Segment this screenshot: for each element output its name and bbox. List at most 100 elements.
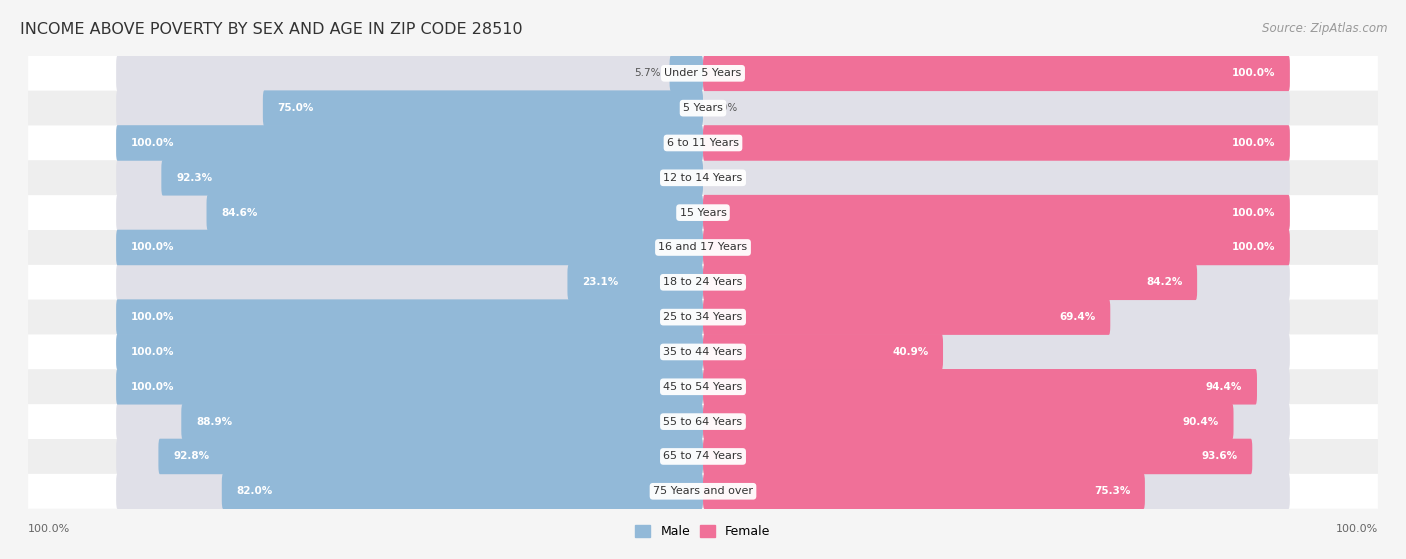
FancyBboxPatch shape [28, 126, 1378, 160]
Text: 55 to 64 Years: 55 to 64 Years [664, 416, 742, 427]
FancyBboxPatch shape [117, 230, 703, 265]
FancyBboxPatch shape [117, 369, 703, 405]
Text: 82.0%: 82.0% [236, 486, 273, 496]
Text: 69.4%: 69.4% [1059, 312, 1095, 322]
FancyBboxPatch shape [703, 404, 1289, 439]
FancyBboxPatch shape [28, 369, 1378, 404]
FancyBboxPatch shape [117, 195, 703, 230]
Text: 100.0%: 100.0% [28, 524, 70, 534]
FancyBboxPatch shape [117, 230, 703, 265]
FancyBboxPatch shape [117, 300, 703, 335]
Text: 0.0%: 0.0% [711, 103, 738, 113]
Text: 0.0%: 0.0% [711, 173, 738, 183]
FancyBboxPatch shape [703, 264, 1289, 300]
FancyBboxPatch shape [703, 125, 1289, 161]
Text: 15 Years: 15 Years [679, 207, 727, 217]
FancyBboxPatch shape [28, 439, 1378, 474]
Text: 18 to 24 Years: 18 to 24 Years [664, 277, 742, 287]
FancyBboxPatch shape [117, 473, 703, 509]
FancyBboxPatch shape [703, 300, 1111, 335]
Text: 100.0%: 100.0% [131, 312, 174, 322]
FancyBboxPatch shape [28, 160, 1378, 195]
FancyBboxPatch shape [703, 55, 1289, 91]
FancyBboxPatch shape [669, 55, 703, 91]
FancyBboxPatch shape [117, 369, 703, 405]
FancyBboxPatch shape [703, 404, 1233, 439]
FancyBboxPatch shape [117, 334, 703, 369]
Text: 88.9%: 88.9% [195, 416, 232, 427]
Text: 35 to 44 Years: 35 to 44 Years [664, 347, 742, 357]
Text: Source: ZipAtlas.com: Source: ZipAtlas.com [1263, 22, 1388, 35]
Text: 90.4%: 90.4% [1182, 416, 1219, 427]
FancyBboxPatch shape [703, 264, 1197, 300]
Text: 100.0%: 100.0% [131, 347, 174, 357]
FancyBboxPatch shape [162, 160, 703, 196]
Text: INCOME ABOVE POVERTY BY SEX AND AGE IN ZIP CODE 28510: INCOME ABOVE POVERTY BY SEX AND AGE IN Z… [20, 22, 522, 37]
Text: 100.0%: 100.0% [131, 243, 174, 253]
FancyBboxPatch shape [703, 230, 1289, 265]
FancyBboxPatch shape [28, 91, 1378, 126]
Text: 84.2%: 84.2% [1146, 277, 1182, 287]
FancyBboxPatch shape [117, 125, 703, 161]
FancyBboxPatch shape [703, 473, 1289, 509]
Text: 100.0%: 100.0% [1232, 68, 1275, 78]
Text: 45 to 54 Years: 45 to 54 Years [664, 382, 742, 392]
FancyBboxPatch shape [568, 264, 703, 300]
Text: 94.4%: 94.4% [1206, 382, 1243, 392]
FancyBboxPatch shape [703, 230, 1289, 265]
FancyBboxPatch shape [117, 91, 703, 126]
FancyBboxPatch shape [117, 300, 703, 335]
FancyBboxPatch shape [28, 300, 1378, 334]
Text: 93.6%: 93.6% [1202, 452, 1237, 461]
FancyBboxPatch shape [117, 334, 703, 369]
FancyBboxPatch shape [117, 404, 703, 439]
FancyBboxPatch shape [703, 334, 1289, 369]
Text: 100.0%: 100.0% [131, 382, 174, 392]
FancyBboxPatch shape [28, 265, 1378, 300]
Text: 12 to 14 Years: 12 to 14 Years [664, 173, 742, 183]
FancyBboxPatch shape [207, 195, 703, 230]
Text: 100.0%: 100.0% [131, 138, 174, 148]
FancyBboxPatch shape [703, 160, 1289, 196]
FancyBboxPatch shape [28, 230, 1378, 265]
Text: 25 to 34 Years: 25 to 34 Years [664, 312, 742, 322]
FancyBboxPatch shape [703, 91, 1289, 126]
FancyBboxPatch shape [28, 474, 1378, 509]
Text: 5 Years: 5 Years [683, 103, 723, 113]
FancyBboxPatch shape [703, 369, 1289, 405]
Text: 84.6%: 84.6% [221, 207, 257, 217]
Text: 65 to 74 Years: 65 to 74 Years [664, 452, 742, 461]
Text: 23.1%: 23.1% [582, 277, 619, 287]
Text: 5.7%: 5.7% [634, 68, 661, 78]
FancyBboxPatch shape [703, 473, 1144, 509]
FancyBboxPatch shape [117, 439, 703, 474]
FancyBboxPatch shape [703, 125, 1289, 161]
Text: 40.9%: 40.9% [891, 347, 928, 357]
FancyBboxPatch shape [117, 160, 703, 196]
Text: 6 to 11 Years: 6 to 11 Years [666, 138, 740, 148]
Text: 92.3%: 92.3% [176, 173, 212, 183]
Text: 16 and 17 Years: 16 and 17 Years [658, 243, 748, 253]
FancyBboxPatch shape [159, 439, 703, 474]
FancyBboxPatch shape [703, 334, 943, 369]
FancyBboxPatch shape [222, 473, 703, 509]
FancyBboxPatch shape [28, 404, 1378, 439]
FancyBboxPatch shape [181, 404, 703, 439]
FancyBboxPatch shape [28, 195, 1378, 230]
Legend: Male, Female: Male, Female [630, 520, 776, 543]
FancyBboxPatch shape [703, 195, 1289, 230]
FancyBboxPatch shape [703, 369, 1257, 405]
Text: 75.0%: 75.0% [277, 103, 314, 113]
Text: 75.3%: 75.3% [1094, 486, 1130, 496]
FancyBboxPatch shape [117, 55, 703, 91]
FancyBboxPatch shape [28, 334, 1378, 369]
Text: 100.0%: 100.0% [1232, 207, 1275, 217]
FancyBboxPatch shape [703, 300, 1289, 335]
FancyBboxPatch shape [117, 125, 703, 161]
FancyBboxPatch shape [703, 439, 1289, 474]
FancyBboxPatch shape [117, 264, 703, 300]
FancyBboxPatch shape [263, 91, 703, 126]
Text: 100.0%: 100.0% [1232, 243, 1275, 253]
Text: 92.8%: 92.8% [173, 452, 209, 461]
Text: 100.0%: 100.0% [1232, 138, 1275, 148]
